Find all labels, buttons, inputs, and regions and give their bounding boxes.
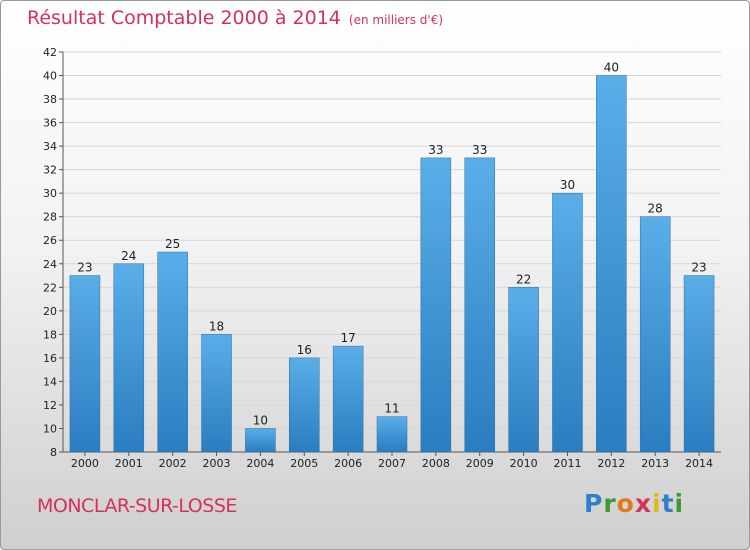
y-tick-label: 20 <box>43 305 57 318</box>
bar <box>420 157 452 453</box>
bar <box>552 192 583 453</box>
y-tick-label: 40 <box>43 70 57 83</box>
chart-title: Résultat Comptable 2000 à 2014 (en millie… <box>27 7 443 29</box>
x-tick-label: 2009 <box>466 457 494 470</box>
place-name: MONCLAR-SUR-LOSSE <box>37 495 237 517</box>
y-tick-label: 8 <box>50 446 57 459</box>
y-tick-label: 38 <box>43 93 57 106</box>
x-tick-label: 2003 <box>203 457 231 470</box>
logo-letter: P <box>584 489 604 518</box>
bar <box>245 428 276 453</box>
y-tick-label: 12 <box>43 399 57 412</box>
x-tick-label: 2002 <box>159 457 187 470</box>
y-tick-label: 26 <box>43 234 57 247</box>
bar <box>376 416 408 453</box>
bar-value-label: 24 <box>121 249 136 263</box>
x-tick-label: 2011 <box>553 457 581 470</box>
x-tick-label: 2008 <box>422 457 450 470</box>
bar <box>157 251 188 453</box>
bar-value-label: 17 <box>340 331 355 345</box>
logo-letter: r <box>603 489 617 518</box>
bar <box>596 75 627 453</box>
chart-title-text: Résultat Comptable 2000 à 2014 <box>27 7 341 29</box>
bar <box>639 216 671 453</box>
bar <box>464 157 495 453</box>
proxiti-logo: Proxiti <box>584 489 684 518</box>
bar-value-label: 30 <box>560 178 575 192</box>
x-tick-label: 2006 <box>334 457 362 470</box>
x-tick-label: 2004 <box>246 457 274 470</box>
y-tick-label: 22 <box>43 281 57 294</box>
bar-value-label: 10 <box>253 413 268 427</box>
bar <box>508 287 539 453</box>
chart-unit: (en milliers d'€) <box>348 13 444 27</box>
bar-value-label: 18 <box>209 319 224 333</box>
y-tick-label: 28 <box>43 211 57 224</box>
bar <box>201 334 232 453</box>
y-tick-label: 18 <box>43 328 57 341</box>
x-tick-label: 2013 <box>641 457 669 470</box>
bars <box>69 75 715 453</box>
bar-value-label: 28 <box>648 202 663 216</box>
x-tick-label: 2014 <box>685 457 713 470</box>
y-tick-label: 34 <box>43 140 57 153</box>
y-tick-label: 14 <box>43 375 57 388</box>
bar <box>332 345 364 453</box>
labels: 8 10 12 14 16 18 20 22 24 26 28 30 32 34 36 38 40 42 23 200… <box>43 46 713 470</box>
bar-value-label: 33 <box>428 143 443 157</box>
x-tick-label: 2007 <box>378 457 406 470</box>
y-tick-label: 30 <box>43 187 57 200</box>
x-tick-label: 2005 <box>290 457 318 470</box>
bar-value-label: 25 <box>165 237 180 251</box>
logo-letter: i <box>674 489 685 518</box>
bar <box>113 263 145 453</box>
bar-value-label: 11 <box>384 402 399 416</box>
x-tick-label: 2000 <box>71 457 99 470</box>
y-tick-label: 24 <box>43 258 57 271</box>
y-tick-label: 10 <box>43 422 57 435</box>
x-tick-label: 2001 <box>115 457 143 470</box>
bar-value-label: 23 <box>691 261 706 275</box>
bar-value-label: 22 <box>516 272 531 286</box>
bar <box>289 357 320 453</box>
y-tick-label: 16 <box>43 352 57 365</box>
bar-value-label: 40 <box>604 61 619 75</box>
bar-value-label: 23 <box>77 261 92 275</box>
bar-value-label: 16 <box>297 343 312 357</box>
bar <box>69 275 101 453</box>
x-tick-label: 2010 <box>510 457 538 470</box>
logo-letter: t <box>661 489 675 518</box>
logo-letter: x <box>634 489 652 518</box>
bar <box>683 275 715 453</box>
logo-letter: i <box>652 489 662 518</box>
y-tick-label: 42 <box>43 46 57 59</box>
x-tick-label: 2012 <box>597 457 625 470</box>
logo-letter: o <box>616 489 635 518</box>
y-tick-label: 36 <box>43 117 57 130</box>
y-tick-label: 32 <box>43 164 57 177</box>
bar-value-label: 33 <box>472 143 487 157</box>
